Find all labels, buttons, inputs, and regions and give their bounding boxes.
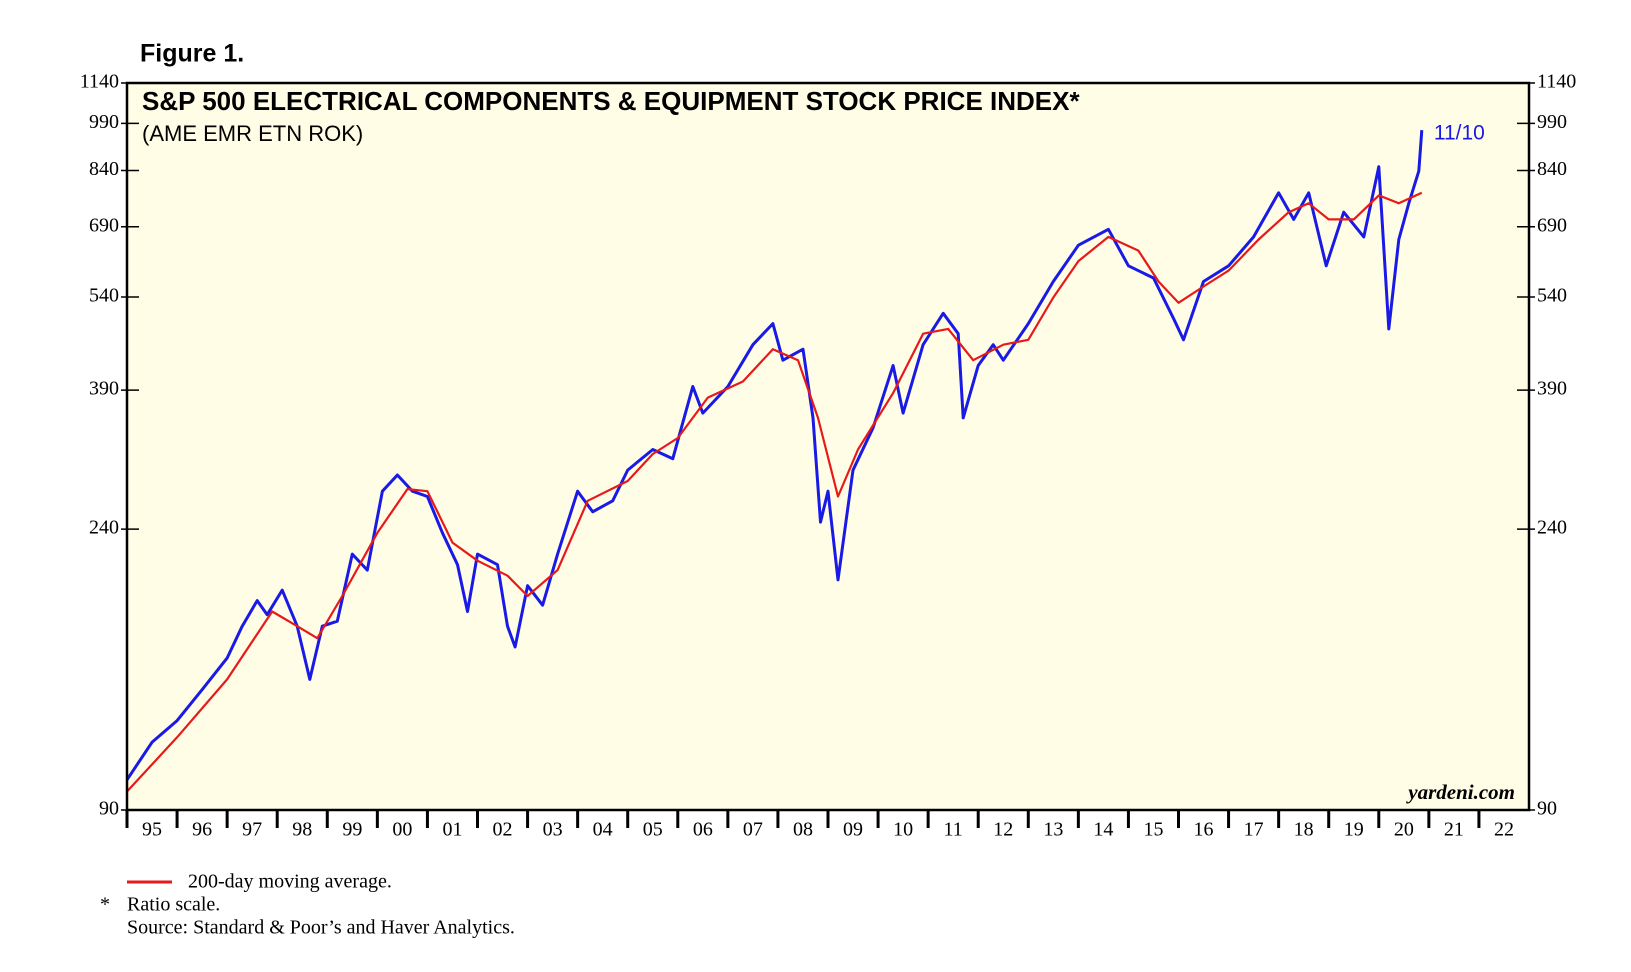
note: Ratio scale.: [127, 894, 220, 916]
x-tick-label: 06: [693, 819, 713, 841]
x-tick-label: 00: [392, 819, 412, 841]
x-tick-label: 98: [292, 819, 312, 841]
x-tick-label: 11: [944, 819, 963, 841]
y-tick-label: 990: [89, 111, 119, 133]
y-tick-label: 1140: [80, 71, 119, 93]
series-line: [125, 129, 1424, 781]
x-tick-label: 09: [843, 819, 863, 841]
x-tick-label: 96: [192, 819, 212, 841]
y2-tick-label: 90: [1537, 798, 1557, 820]
x-tick-label: 13: [1043, 819, 1063, 841]
x-tick-label: 99: [342, 819, 362, 841]
figure-label: Figure 1.: [140, 40, 244, 68]
y2-tick-label: 240: [1537, 517, 1567, 539]
chart-subtitle: (AME EMR ETN ROK): [142, 121, 363, 146]
y2-tick-label: 840: [1537, 158, 1567, 180]
x-tick-label: 15: [1143, 819, 1163, 841]
legend-label: 200-day moving average.: [188, 871, 392, 893]
x-tick-label: 05: [643, 819, 663, 841]
plot-frame: [125, 81, 1531, 812]
footnote-marker: *: [100, 894, 110, 916]
y-tick-label: 90: [99, 798, 119, 820]
x-tick-label: 04: [593, 819, 613, 841]
x-tick-label: 01: [442, 819, 462, 841]
chart-title: S&P 500 ELECTRICAL COMPONENTS & EQUIPMEN…: [142, 86, 1080, 116]
source-tag: yardeni.com: [1405, 780, 1515, 804]
x-tick-label: 19: [1344, 819, 1364, 841]
x-tick-label: 20: [1394, 819, 1414, 841]
x-tick-label: 97: [242, 819, 262, 841]
y2-tick-label: 990: [1537, 111, 1567, 133]
x-tick-label: 18: [1294, 819, 1314, 841]
series-line: [126, 191, 1423, 793]
x-tick-label: 08: [793, 819, 813, 841]
x-tick-label: 12: [993, 819, 1013, 841]
x-tick-label: 07: [743, 819, 763, 841]
y2-tick-label: 690: [1537, 214, 1567, 236]
y2-tick-label: 1140: [1537, 71, 1576, 93]
y-tick-label: 840: [89, 158, 119, 180]
x-tick-label: 02: [493, 819, 513, 841]
x-tick-label: 17: [1244, 819, 1264, 841]
plot-background: [127, 83, 1529, 810]
x-tick-label: 22: [1494, 819, 1514, 841]
x-tick-label: 10: [893, 819, 913, 841]
y-tick-label: 540: [89, 285, 119, 307]
y-tick-label: 690: [89, 214, 119, 236]
x-tick-label: 16: [1194, 819, 1214, 841]
x-tick-label: 03: [543, 819, 563, 841]
y-tick-label: 390: [89, 378, 119, 400]
x-tick-label: 14: [1093, 819, 1113, 841]
x-tick-label: 21: [1444, 819, 1464, 841]
y2-tick-label: 390: [1537, 378, 1567, 400]
y-tick-label: 240: [89, 517, 119, 539]
x-tick-label: 95: [142, 819, 162, 841]
note: Source: Standard & Poor’s and Haver Anal…: [127, 917, 515, 939]
annotation: 11/10: [1434, 122, 1485, 145]
y2-tick-label: 540: [1537, 285, 1567, 307]
